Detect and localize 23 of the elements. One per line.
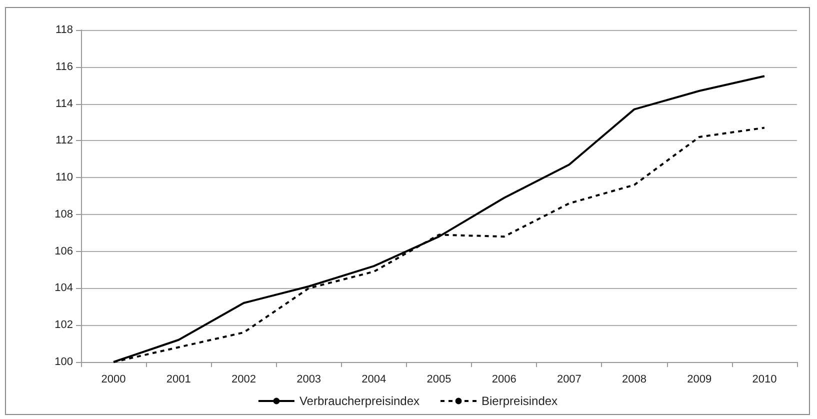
- y-tick-label: 112: [55, 134, 73, 147]
- y-tick-label: 102: [54, 319, 73, 332]
- x-tick-label: 2008: [622, 374, 647, 386]
- x-tick-label: 2001: [166, 374, 191, 386]
- y-tick-label: 110: [55, 172, 73, 184]
- x-tick-label: 2010: [752, 374, 777, 386]
- y-tick-label: 104: [54, 282, 73, 294]
- y-tick-label: 106: [54, 245, 73, 258]
- y-tick-label: 108: [54, 208, 73, 220]
- legend-label: Verbraucherpreisindex: [299, 394, 420, 408]
- x-tick-label: 2003: [296, 374, 322, 386]
- x-tick-label: 2006: [492, 374, 516, 386]
- y-tick-label: 114: [55, 98, 73, 110]
- legend-label: Bierpreisindex: [482, 394, 558, 408]
- y-tick-label: 118: [55, 24, 73, 36]
- x-tick-label: 2009: [687, 374, 712, 386]
- y-tick-label: 116: [55, 60, 73, 73]
- x-tick-label: 2000: [101, 374, 126, 386]
- x-tick-label: 2002: [231, 374, 256, 386]
- x-tick-label: 2007: [556, 374, 582, 386]
- x-tick-label: 2004: [362, 374, 386, 386]
- x-tick-label: 2005: [426, 374, 452, 386]
- y-tick-label: 100: [54, 356, 73, 368]
